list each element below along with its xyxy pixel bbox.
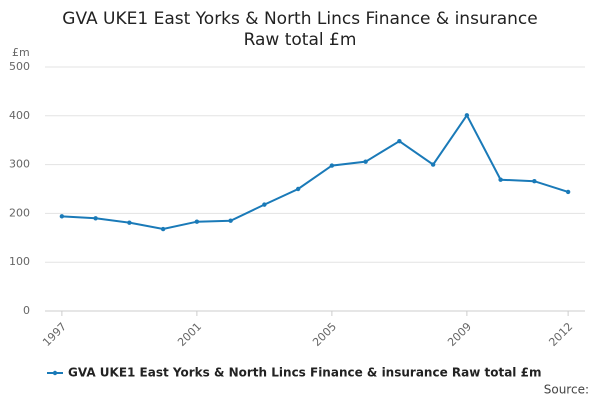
point — [160, 226, 166, 232]
legend-marker — [52, 370, 58, 376]
x-tick-label: 2001 — [175, 320, 204, 349]
x-tick-label: 2009 — [445, 320, 474, 349]
point — [464, 113, 470, 118]
point — [532, 178, 537, 184]
point — [228, 218, 233, 223]
source: Source: — [544, 383, 589, 397]
point — [397, 138, 402, 144]
chart-title: GVA UKE1 East Yorks & North Lincs Financ… — [62, 9, 537, 29]
point — [498, 177, 503, 182]
point — [127, 220, 132, 225]
point — [363, 159, 368, 164]
point — [295, 186, 301, 192]
y-tick-label: 100 — [9, 255, 30, 268]
y-tick-label: 500 — [9, 60, 30, 73]
point — [194, 219, 200, 224]
point — [565, 189, 571, 195]
y-tick-label: 0 — [23, 304, 30, 317]
series-line — [61, 113, 569, 231]
y-tick-label: 200 — [9, 206, 30, 219]
x-tick-label: 2012 — [546, 320, 575, 349]
point — [262, 202, 267, 207]
point — [329, 163, 335, 168]
point — [430, 162, 436, 167]
point — [93, 216, 98, 221]
y-tick-label: 300 — [9, 158, 30, 171]
y-tick-label: 400 — [9, 109, 30, 122]
legend-label: GVA UKE1 East Yorks & North Lincs Financ… — [68, 366, 541, 380]
point — [59, 214, 65, 219]
y-axis-label: £m — [12, 46, 30, 59]
x-tick-label: 1997 — [40, 320, 69, 349]
x-tick-label: 2005 — [310, 320, 339, 349]
chart-subtitle: Raw total £m — [244, 30, 357, 50]
